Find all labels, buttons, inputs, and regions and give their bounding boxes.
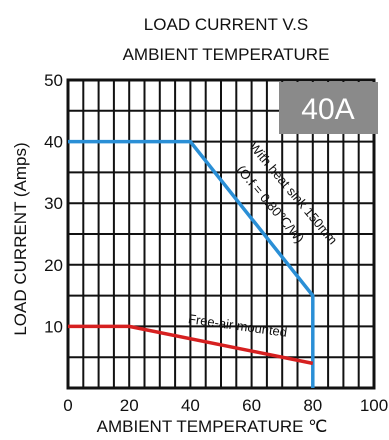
- series-line-free-air: [68, 324, 314, 366]
- x-tick-label: 60: [242, 396, 261, 415]
- badge-label: 40A: [301, 93, 354, 126]
- x-tick-label: 100: [360, 396, 388, 415]
- y-tick-label: 20: [44, 256, 63, 275]
- badge-background: [279, 82, 378, 134]
- x-tick-label: 40: [181, 396, 200, 415]
- y-axis-title: LOAD CURRENT (Amps): [11, 142, 30, 335]
- grid: [66, 78, 376, 390]
- series-label-free-air: Free-air mounted: [187, 311, 288, 340]
- y-tick-label: 50: [44, 71, 63, 90]
- y-axis-ticks: 10 20 30 40 50: [44, 71, 63, 336]
- x-axis-ticks: 0 20 40 60 80 100: [63, 396, 388, 415]
- chart-title-line-2: AMBIENT TEMPERATURE: [123, 45, 330, 64]
- y-tick-label: 10: [44, 317, 63, 336]
- y-tick-label: 40: [44, 133, 63, 152]
- badge: 40A: [279, 82, 378, 134]
- series-line-heatsink: [68, 139, 315, 388]
- x-axis-title: AMBIENT TEMPERATURE ℃: [97, 417, 328, 436]
- chart-title-line-1: LOAD CURRENT V.S: [144, 15, 308, 34]
- x-tick-label: 20: [120, 396, 139, 415]
- y-tick-label: 30: [44, 194, 63, 213]
- series-lines: [68, 139, 315, 388]
- x-tick-label: 0: [63, 396, 72, 415]
- plot-frame: [66, 78, 376, 390]
- x-tick-label: 80: [303, 396, 322, 415]
